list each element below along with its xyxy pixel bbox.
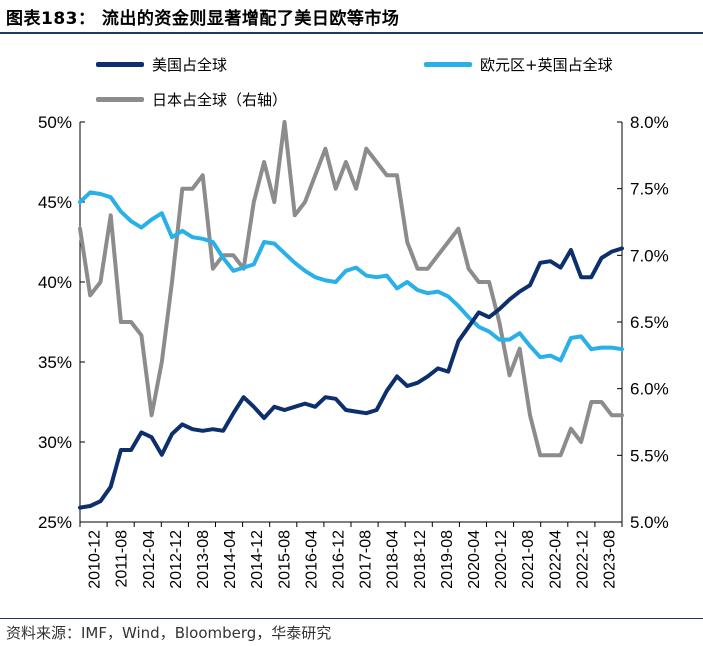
- x-tick-label: 2012-12: [168, 530, 185, 589]
- chart-title: 图表183： 流出的资金则显著增配了美日欧等市场: [6, 9, 400, 29]
- legend-item-us: 美国占全球: [96, 54, 227, 75]
- x-tick-label: 2018-12: [412, 530, 429, 589]
- left-tick-label: 50%: [38, 113, 72, 132]
- x-tick-label: 2021-08: [520, 530, 537, 589]
- right-tick-label: 7.0%: [630, 246, 669, 265]
- x-tick-label: 2014-04: [222, 530, 239, 589]
- legend-label-japan: 日本占全球（右轴）: [152, 91, 288, 109]
- x-tick-label: 2013-08: [195, 530, 212, 589]
- legend-swatch-japan: [96, 97, 144, 102]
- chart-axes: 25% 30% 35% 40% 45% 50% 5.0% 5.5% 6.0% 6.5% 7.0% 7.…: [38, 113, 669, 589]
- legend-swatch-eu-uk: [424, 62, 472, 67]
- x-tick-label: 2019-08: [439, 530, 456, 589]
- series-line-us: [78, 246, 624, 510]
- x-tick-label: 2020-04: [466, 530, 483, 589]
- x-tick-label: 2012-04: [141, 530, 158, 589]
- left-tick-label: 25%: [38, 513, 72, 532]
- title-rule: [0, 32, 703, 34]
- x-tick-label: 2010-12: [87, 530, 104, 589]
- legend-item-eu-uk: 欧元区+英国占全球: [424, 54, 613, 75]
- x-tick-label: 2023-08: [601, 530, 618, 589]
- x-tick-label: 2022-12: [574, 530, 591, 589]
- series-line-eu-uk: [78, 190, 624, 363]
- source-rule: [0, 618, 703, 619]
- x-tick-label: 2022-04: [547, 530, 564, 589]
- legend-label-eu-uk: 欧元区+英国占全球: [480, 56, 613, 74]
- x-tick-label: 2020-12: [493, 530, 510, 589]
- right-tick-label: 5.5%: [630, 446, 669, 465]
- right-tick-label: 7.5%: [630, 180, 669, 199]
- left-tick-label: 45%: [38, 193, 72, 212]
- right-tick-label: 6.5%: [630, 313, 669, 332]
- legend-swatch-us: [96, 62, 144, 67]
- x-tick-label: 2015-08: [276, 530, 293, 589]
- legend-item-japan: 日本占全球（右轴）: [96, 89, 287, 110]
- left-tick-label: 30%: [38, 433, 72, 452]
- x-tick-label: 2014-12: [249, 530, 266, 589]
- right-tick-label: 6.0%: [630, 380, 669, 399]
- x-tick-label: 2017-08: [358, 530, 375, 589]
- x-tick-label: 2016-04: [303, 530, 320, 589]
- x-tick-label: 2011-08: [114, 530, 131, 588]
- right-tick-label: 5.0%: [630, 513, 669, 532]
- series-line-japan: [78, 120, 624, 458]
- chart-series: [78, 120, 624, 510]
- source-note: 资料来源：IMF，Wind，Bloomberg，华泰研究: [6, 624, 332, 642]
- right-tick-label: 8.0%: [630, 113, 669, 132]
- left-tick-label: 40%: [38, 273, 72, 292]
- x-tick-label: 2018-04: [385, 530, 402, 589]
- left-tick-label: 35%: [38, 353, 72, 372]
- line-chart: 25% 30% 35% 40% 45% 50% 5.0% 5.5% 6.0% 6.5% 7.0% 7.…: [38, 113, 669, 589]
- legend-label-us: 美国占全球: [152, 56, 228, 74]
- x-tick-label: 2016-12: [330, 530, 347, 589]
